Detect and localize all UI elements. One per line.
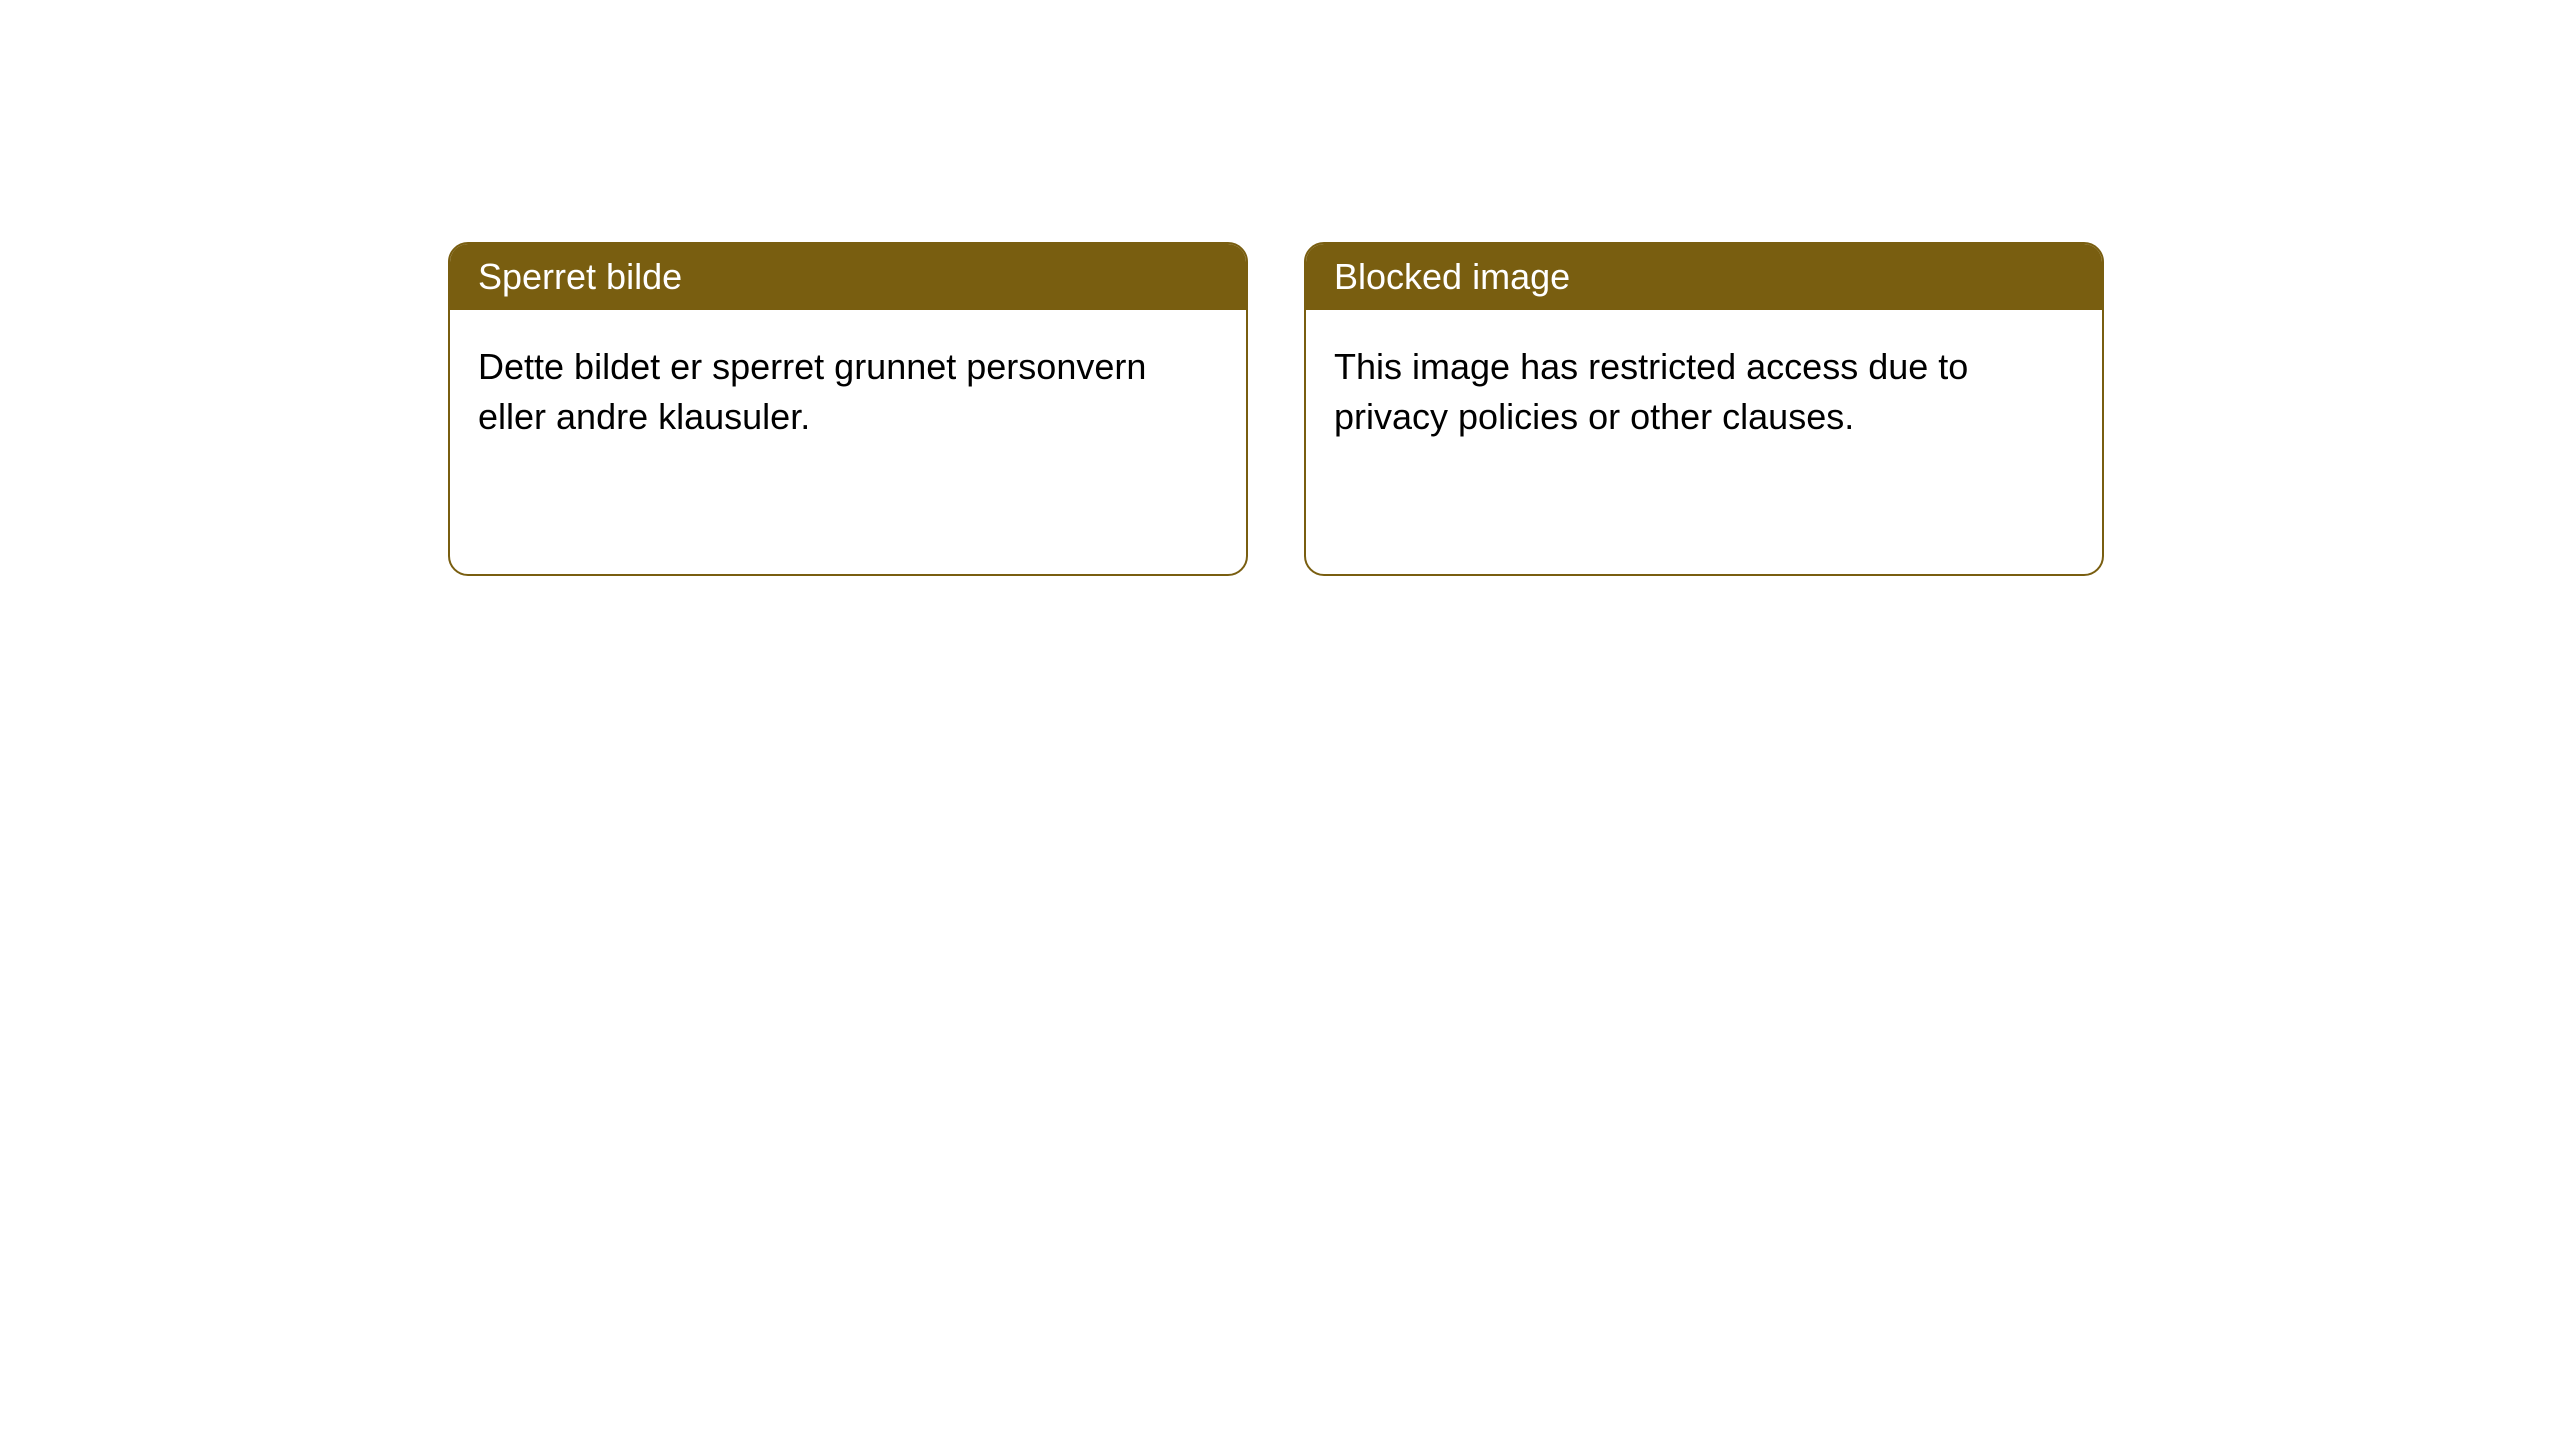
notice-body-norwegian: Dette bildet er sperret grunnet personve… (450, 310, 1246, 475)
notice-card-english: Blocked image This image has restricted … (1304, 242, 2104, 576)
notice-title-norwegian: Sperret bilde (450, 244, 1246, 310)
notice-container: Sperret bilde Dette bildet er sperret gr… (0, 0, 2560, 576)
notice-title-english: Blocked image (1306, 244, 2102, 310)
notice-body-english: This image has restricted access due to … (1306, 310, 2102, 475)
notice-card-norwegian: Sperret bilde Dette bildet er sperret gr… (448, 242, 1248, 576)
